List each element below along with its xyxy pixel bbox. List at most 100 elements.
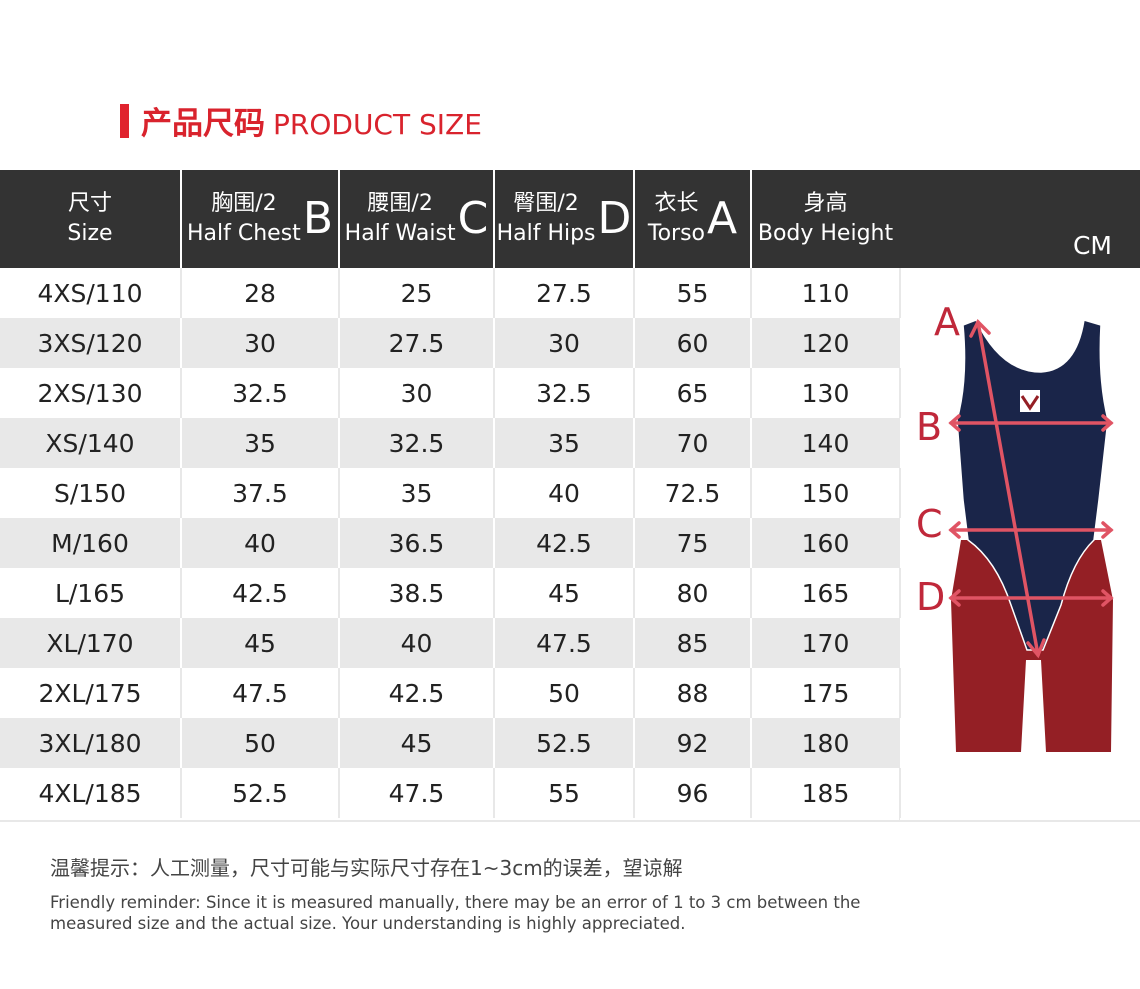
table-cell: 85 — [634, 618, 752, 668]
table-cell: 4XL/185 — [0, 768, 182, 818]
column-header-en: Half Hips — [496, 221, 596, 246]
table-cell: 45 — [339, 718, 495, 768]
table-cell: 40 — [494, 468, 635, 518]
column-header-cn: 尺寸 — [67, 191, 112, 216]
table-cell: 140 — [751, 418, 901, 468]
table-cell: 28 — [181, 268, 340, 318]
table-cell: 96 — [634, 768, 752, 818]
column-header-cn: 臀围/2 — [513, 191, 579, 216]
label-a: A — [934, 300, 960, 344]
table-cell: 52.5 — [494, 718, 635, 768]
table-cell: M/160 — [0, 518, 182, 568]
table-cell: 35 — [494, 418, 635, 468]
table-cell: 32.5 — [494, 368, 635, 418]
column-header-en: Half Waist — [344, 221, 456, 246]
table-cell: 42.5 — [339, 668, 495, 718]
size-table: 尺寸 Size 胸围/2 Half ChestB 腰围/2 Half WaistC 臀围/2… — [0, 170, 901, 818]
table-cell: 42.5 — [181, 568, 340, 618]
measurement-letter: B — [302, 193, 333, 244]
table-cell: 65 — [634, 368, 752, 418]
table-row: 3XL/180 50 45 52.5 92 180 — [0, 718, 901, 768]
table-row: 4XL/185 52.5 47.5 55 96 185 — [0, 768, 901, 818]
table-cell: 130 — [751, 368, 901, 418]
table-cell: 3XL/180 — [0, 718, 182, 768]
table-cell: XL/170 — [0, 618, 182, 668]
table-cell: 30 — [181, 318, 340, 368]
unit-label: CM — [1072, 231, 1112, 260]
table-row: 2XL/175 47.5 42.5 50 88 175 — [0, 668, 901, 718]
unit-header: CM — [899, 170, 1140, 268]
table-cell: 32.5 — [181, 368, 340, 418]
column-header-en: Body Height — [757, 221, 894, 246]
table-cell: 150 — [751, 468, 901, 518]
table-cell: 2XS/130 — [0, 368, 182, 418]
crest-icon — [1020, 390, 1040, 412]
label-c: C — [916, 502, 943, 546]
table-cell: 170 — [751, 618, 901, 668]
column-header: 腰围/2 Half WaistC — [339, 170, 495, 268]
table-cell: 47.5 — [339, 768, 495, 818]
table-cell: 70 — [634, 418, 752, 468]
table-cell: 27.5 — [339, 318, 495, 368]
table-cell: 180 — [751, 718, 901, 768]
table-row: L/165 42.5 38.5 45 80 165 — [0, 568, 901, 618]
table-cell: 45 — [181, 618, 340, 668]
table-cell: 36.5 — [339, 518, 495, 568]
garment-measurement-diagram: A B C D — [899, 268, 1140, 820]
column-header-en: Half Chest — [187, 221, 301, 246]
reminder-en: Friendly reminder: Since it is measured … — [50, 893, 861, 933]
table-cell: L/165 — [0, 568, 182, 618]
table-cell: 35 — [339, 468, 495, 518]
column-header-en: Size — [67, 221, 113, 246]
table-row: 4XS/110 28 25 27.5 55 110 — [0, 268, 901, 318]
measurement-letter: C — [457, 193, 489, 244]
table-cell: 47.5 — [494, 618, 635, 668]
label-b: B — [916, 405, 942, 449]
table-cell: 35 — [181, 418, 340, 468]
table-cell: 75 — [634, 518, 752, 568]
table-cell: 45 — [494, 568, 635, 618]
column-header-en: Torso — [647, 221, 706, 246]
table-cell: 60 — [634, 318, 752, 368]
column-header-cn: 腰围/2 — [367, 191, 433, 216]
table-cell: S/150 — [0, 468, 182, 518]
table-cell: 30 — [494, 318, 635, 368]
title-accent-bar — [120, 103, 129, 138]
divider — [0, 820, 1140, 822]
table-cell: 30 — [339, 368, 495, 418]
table-cell: 27.5 — [494, 268, 635, 318]
title-en: PRODUCT SIZE — [273, 108, 482, 141]
table-cell: 92 — [634, 718, 752, 768]
table-cell: 25 — [339, 268, 495, 318]
table-cell: 185 — [751, 768, 901, 818]
measurement-letter: A — [707, 193, 738, 244]
table-cell: 47.5 — [181, 668, 340, 718]
table-row: XL/170 45 40 47.5 85 170 — [0, 618, 901, 668]
table-cell: 120 — [751, 318, 901, 368]
table-cell: 3XS/120 — [0, 318, 182, 368]
table-cell: 110 — [751, 268, 901, 318]
table-row: 3XS/120 30 27.5 30 60 120 — [0, 318, 901, 368]
column-header-cn: 胸围/2 — [211, 191, 277, 216]
table-cell: XS/140 — [0, 418, 182, 468]
table-row: 2XS/130 32.5 30 32.5 65 130 — [0, 368, 901, 418]
table-cell: 50 — [181, 718, 340, 768]
column-header-cn: 衣长 — [654, 191, 699, 216]
table-cell: 165 — [751, 568, 901, 618]
column-header-cn: 身高 — [803, 191, 848, 216]
title-cn: 产品尺码 — [141, 106, 265, 142]
column-header: 衣长 TorsoA — [634, 170, 752, 268]
table-cell: 160 — [751, 518, 901, 568]
table-cell: 55 — [634, 268, 752, 318]
table-cell: 38.5 — [339, 568, 495, 618]
table-cell: 40 — [339, 618, 495, 668]
column-header: 尺寸 Size — [0, 170, 182, 268]
column-header: 身高 Body Height — [751, 170, 901, 268]
table-cell: 4XS/110 — [0, 268, 182, 318]
swimsuit-illustration: A B C D — [916, 300, 1114, 752]
table-row: S/150 37.5 35 40 72.5 150 — [0, 468, 901, 518]
table-cell: 2XL/175 — [0, 668, 182, 718]
table-cell: 88 — [634, 668, 752, 718]
table-row: M/160 40 36.5 42.5 75 160 — [0, 518, 901, 568]
